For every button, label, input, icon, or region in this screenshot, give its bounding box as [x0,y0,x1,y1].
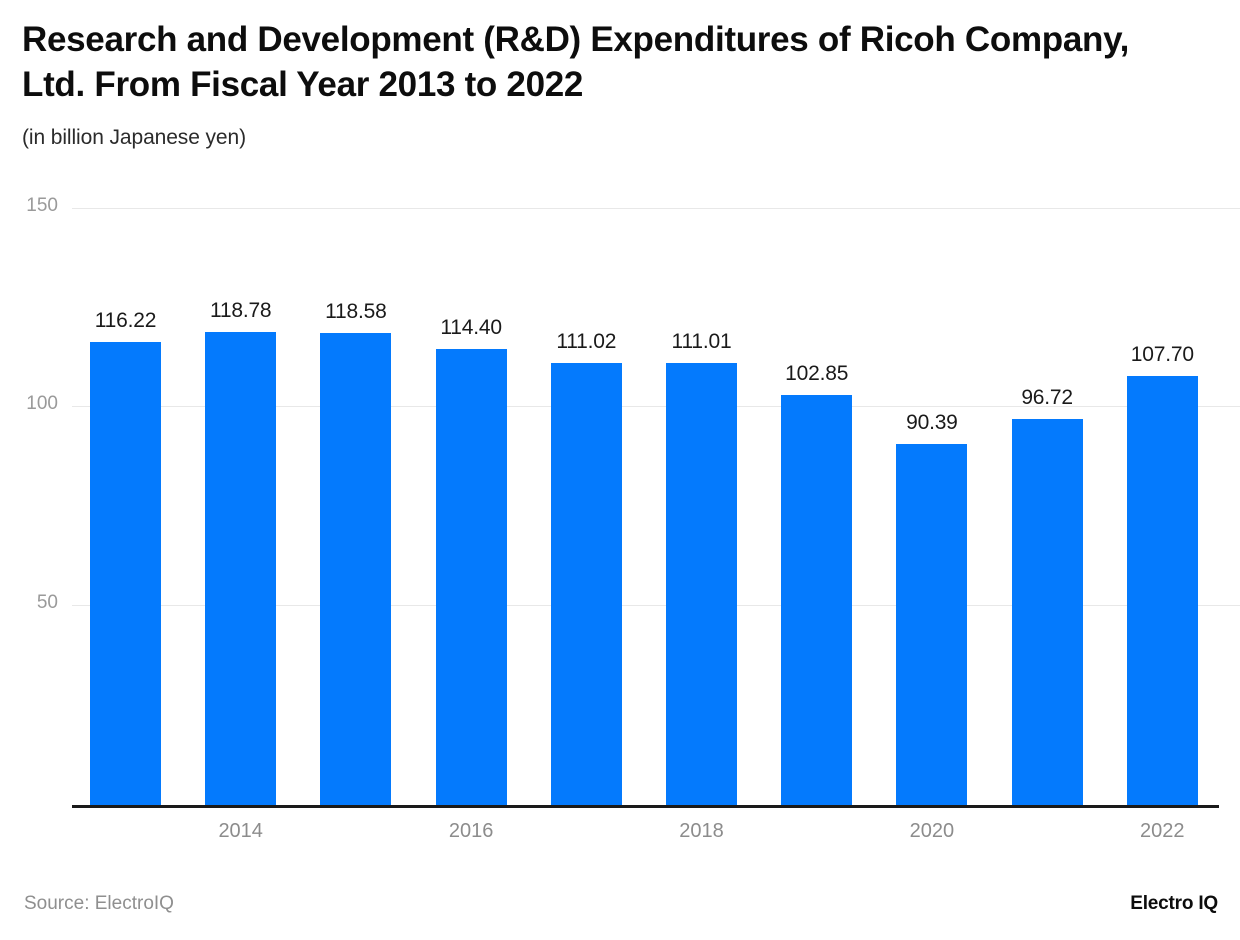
x-tick-label-2016: 2016 [448,820,494,842]
bar-2018[interactable] [666,362,737,806]
bar-2017[interactable] [550,362,622,806]
chart-header: Research and Development (R&D) Expenditu… [22,18,1212,150]
bar-value-label-2018: 111.01 [671,329,732,353]
bar-2022[interactable] [1126,375,1198,806]
bar-2015[interactable] [320,332,392,806]
page-title: Research and Development (R&D) Expenditu… [22,20,1130,104]
chart-footer: Source: ElectroIQ Electro IQ [0,880,1240,940]
x-tick-label-2020: 2020 [909,820,955,842]
bar-value-label-2014: 118.78 [209,298,272,322]
bar-2021[interactable] [1011,419,1083,806]
bar-2014[interactable] [205,331,277,806]
brand-logo: Electro IQ [1130,893,1218,914]
x-tick-label-2014: 2014 [218,820,263,842]
chart-subtitle: (in billion Japanese yen) [22,125,246,149]
bar-2019[interactable] [781,395,853,806]
y-tick-label: 150 [26,195,58,216]
bar-value-label-2020: 90.39 [906,411,958,435]
x-tick-label-2018: 2018 [679,820,724,842]
bar-value-label-2022: 107.70 [1130,342,1194,366]
bar-value-label-2017: 111.02 [556,329,617,353]
bar-2020[interactable] [896,444,968,806]
bar-2013[interactable] [90,341,161,806]
y-tick-label: 50 [36,591,58,613]
bar-value-label-2016: 114.40 [440,316,502,340]
gridline-100 [72,406,1240,408]
gridline-150 [72,208,1240,209]
bar-value-label-2021: 96.72 [1021,386,1073,410]
x-axis-line [72,805,1219,808]
y-tick-label: 100 [26,393,58,415]
bar-2016[interactable] [435,349,507,806]
bar-value-label-2019: 102.85 [785,362,849,386]
bar-value-label-2015: 118.58 [325,299,387,323]
bar-value-label-2013: 116.22 [94,308,157,332]
gridline-50 [72,604,1240,606]
x-tick-label-2022: 2022 [1140,820,1185,842]
source-note: Source: ElectroIQ [24,893,174,914]
